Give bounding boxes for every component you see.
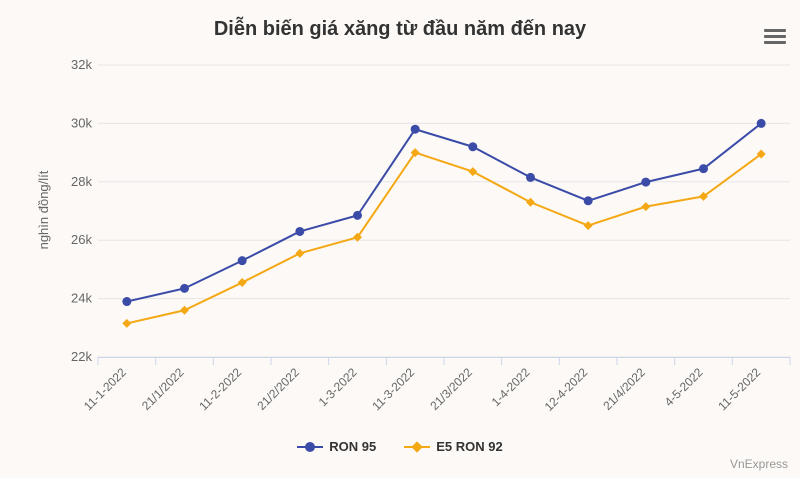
series <box>122 118 766 328</box>
series-line <box>125 122 763 303</box>
series-0 <box>122 118 766 307</box>
data-point[interactable] <box>122 297 132 307</box>
data-point[interactable] <box>468 167 478 177</box>
x-tick-label: 1-4-2022 <box>489 365 533 409</box>
menu-icon[interactable] <box>762 26 788 48</box>
x-tick-label: 21/3/2022 <box>427 365 475 413</box>
legend-item-e5-ron92[interactable]: E5 RON 92 <box>404 439 503 454</box>
x-tick-label: 21/1/2022 <box>139 365 187 413</box>
y-tick-label: 22k <box>71 349 92 364</box>
data-point[interactable] <box>353 232 362 242</box>
data-point[interactable] <box>410 124 420 134</box>
data-point[interactable] <box>468 142 478 152</box>
x-tick-label: 21/2/2022 <box>254 365 302 413</box>
data-point[interactable] <box>583 221 593 231</box>
data-point[interactable] <box>583 196 593 206</box>
series-line <box>125 151 763 325</box>
data-point[interactable] <box>699 164 708 174</box>
data-point[interactable] <box>756 118 766 128</box>
legend-marker-e5-ron92 <box>404 441 431 453</box>
legend-item-ron95[interactable]: RON 95 <box>297 439 376 454</box>
data-point[interactable] <box>295 226 305 236</box>
y-axis-ticks: 22k 24k 26k 28k 30k 32k <box>71 57 92 364</box>
data-point[interactable] <box>237 256 247 266</box>
data-point[interactable] <box>699 191 708 201</box>
source-credit: VnExpress <box>729 457 788 471</box>
x-tick-label: 11-2-2022 <box>196 365 244 413</box>
y-tick-label: 26k <box>71 232 92 247</box>
y-axis-label: nghìn đồng/lít <box>36 170 51 249</box>
x-tick-label: 1-3-2022 <box>316 365 360 409</box>
x-tick-label: 21/4/2022 <box>600 365 648 413</box>
data-point[interactable] <box>526 172 535 182</box>
legend: RON 95 E5 RON 92 <box>0 439 800 454</box>
data-point[interactable] <box>410 148 420 158</box>
data-point[interactable] <box>641 202 651 212</box>
data-point[interactable] <box>756 149 766 159</box>
y-tick-label: 30k <box>71 115 92 130</box>
x-tick-label: 12-4-2022 <box>542 365 591 414</box>
y-tick-label: 32k <box>71 57 92 72</box>
y-tick-label: 24k <box>71 291 92 306</box>
data-point[interactable] <box>295 248 305 258</box>
grid-lines <box>98 64 790 358</box>
x-tick-label: 11-5-2022 <box>715 365 763 413</box>
data-point[interactable] <box>641 177 651 187</box>
series-1 <box>122 148 766 328</box>
data-point[interactable] <box>180 283 189 293</box>
x-tick-label: 4-5-2022 <box>662 365 706 409</box>
legend-label-ron95: RON 95 <box>329 439 377 454</box>
legend-label-e5-ron92: E5 RON 92 <box>436 439 503 454</box>
y-tick-label: 28k <box>71 174 92 189</box>
data-point[interactable] <box>237 278 247 288</box>
x-axis: 11-1-2022 21/1/2022 11-2-2022 21/2/2022 1-3-… <box>81 357 791 414</box>
data-point[interactable] <box>122 318 132 328</box>
x-tick-label: 11-1-2022 <box>81 365 129 413</box>
x-tick-label: 11-3-2022 <box>369 365 417 413</box>
data-point[interactable] <box>353 210 362 220</box>
data-point[interactable] <box>526 197 535 207</box>
data-point[interactable] <box>180 305 189 315</box>
legend-marker-ron95 <box>297 441 324 453</box>
chart-title: Diễn biến giá xăng từ đầu năm đến nay <box>213 18 587 40</box>
